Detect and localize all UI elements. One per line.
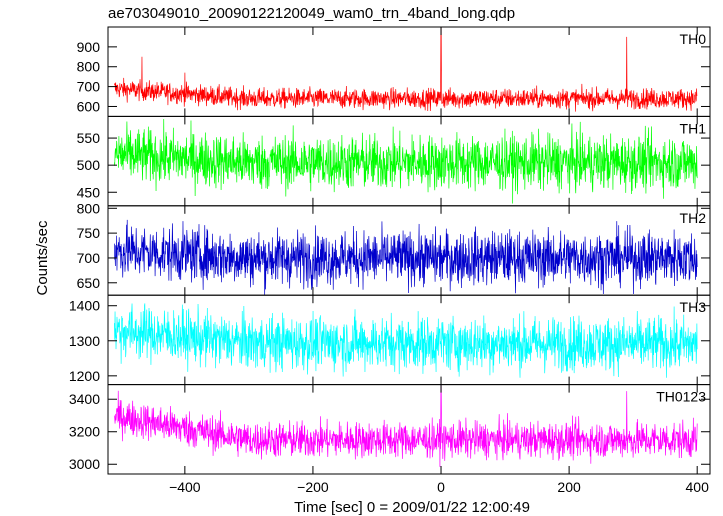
y-tick-label: 600 — [77, 98, 101, 114]
series-line-th0 — [114, 27, 698, 112]
y-axis-label: Counts/sec — [34, 220, 51, 296]
panel-label: TH1 — [680, 120, 707, 136]
panel-label: TH2 — [680, 210, 707, 226]
y-tick-label: 700 — [77, 79, 101, 95]
y-tick-label: 750 — [77, 225, 101, 241]
panel-th3: 1200 1300 1400 TH3 — [69, 294, 711, 386]
series-line-th3 — [114, 303, 698, 378]
chart-title: ae703049010_20090122120049_wam0_trn_4ban… — [108, 5, 515, 22]
y-tick-label: 800 — [77, 200, 101, 216]
series-line-th0123 — [114, 384, 698, 467]
y-tick-label: 700 — [77, 250, 101, 266]
y-tick-label: 3200 — [69, 424, 100, 440]
panel-th1: 450 500 550 TH1 — [77, 115, 711, 207]
panel-th0: 600 700 800 900 TH0 — [77, 26, 711, 117]
y-tick-label: 3000 — [69, 456, 100, 472]
x-tick-label: −400 — [169, 479, 201, 495]
x-tick-label: 400 — [686, 479, 710, 495]
y-tick-label: 650 — [77, 275, 101, 291]
y-tick-label: 800 — [77, 59, 101, 75]
series-line-th2 — [114, 219, 698, 295]
y-tick-label: 3400 — [69, 391, 100, 407]
y-tick-label: 1400 — [69, 298, 100, 314]
x-axis: −400 −200 0 200 400 — [169, 479, 709, 495]
panel-label: TH3 — [680, 299, 707, 315]
panel-label: TH0 — [680, 31, 707, 47]
x-axis-label: Time [sec] 0 = 2009/01/22 12:00:49 — [294, 499, 530, 516]
y-tick-label: 450 — [77, 184, 101, 200]
y-tick-label: 1300 — [69, 333, 100, 349]
panel-th2: 650 700 750 800 TH2 — [77, 200, 711, 296]
y-tick-label: 1200 — [69, 368, 100, 384]
panel-th0123: 3000 3200 3400 TH0123 — [69, 384, 711, 475]
series-line-th1 — [114, 118, 698, 204]
panels-group: 600 700 800 900 TH0 450 500 550 TH1 650 700 750 800 T… — [69, 26, 711, 475]
x-tick-label: 0 — [437, 479, 445, 495]
panel-label: TH0123 — [656, 389, 706, 405]
panel-frame — [107, 384, 711, 475]
y-tick-label: 500 — [77, 157, 101, 173]
x-tick-label: −200 — [297, 479, 329, 495]
x-tick-label: 200 — [557, 479, 581, 495]
y-tick-label: 550 — [77, 130, 101, 146]
y-tick-label: 900 — [77, 39, 101, 55]
